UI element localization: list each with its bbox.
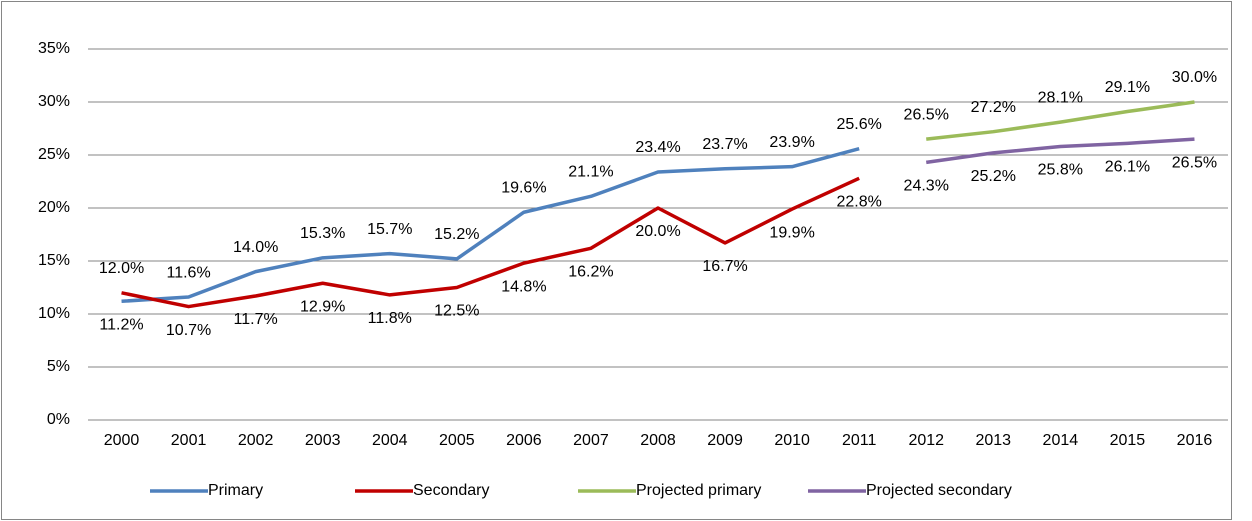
data-label: 12.5% [434,303,479,320]
x-tick-label: 2010 [774,432,810,449]
data-label: 19.6% [501,179,546,196]
y-tick-label: 25% [38,146,70,163]
y-tick-label: 10% [38,305,70,322]
x-tick-label: 2013 [975,432,1011,449]
y-tick-label: 30% [38,93,70,110]
data-label: 12.0% [99,260,144,277]
x-tick-label: 2000 [104,432,140,449]
x-tick-label: 2004 [372,432,408,449]
x-tick-label: 2005 [439,432,475,449]
data-label: 21.1% [568,164,613,181]
x-tick-label: 2007 [573,432,609,449]
data-label: 16.2% [568,263,613,280]
data-label: 22.8% [836,194,881,211]
data-label: 29.1% [1105,79,1150,96]
series-line [121,176,860,309]
x-tick-label: 2002 [238,432,274,449]
x-tick-label: 2014 [1043,432,1079,449]
data-label: 27.2% [971,99,1016,116]
y-tick-label: 35% [38,40,70,57]
y-tick-label: 20% [38,199,70,216]
x-tick-label: 2015 [1110,432,1146,449]
legend-label: Secondary [413,482,490,499]
x-tick-label: 2011 [842,432,877,449]
data-label: 24.3% [904,178,949,195]
data-label: 23.7% [702,136,747,153]
data-label: 12.9% [300,298,345,315]
data-label: 16.7% [702,258,747,275]
data-label: 15.3% [300,225,345,242]
data-label: 11.2% [99,316,143,333]
legend-label: Projected primary [636,482,761,499]
data-label: 15.7% [367,221,412,238]
data-label: 14.8% [501,278,546,295]
data-label: 19.9% [769,224,814,241]
legend-label: Primary [208,482,263,499]
series-line [925,137,1195,165]
data-label: 11.8% [368,310,412,327]
x-tick-label: 2012 [908,432,944,449]
data-label: 28.1% [1038,89,1083,106]
data-label: 25.6% [836,116,881,133]
x-tick-label: 2006 [506,432,542,449]
x-tick-label: 2009 [707,432,743,449]
data-label: 25.8% [1038,162,1083,179]
data-label: 26.5% [1172,154,1217,171]
data-label: 11.6% [166,264,210,281]
data-label: 20.0% [635,223,680,240]
data-label: 23.9% [769,134,814,151]
data-label: 25.2% [971,168,1016,185]
data-label: 14.0% [233,239,278,256]
series-line [121,146,860,304]
data-label: 15.2% [434,226,479,243]
x-tick-label: 2008 [640,432,676,449]
data-label: 30.0% [1172,69,1217,86]
x-tick-label: 2016 [1177,432,1213,449]
series-line [926,100,1195,141]
legend-label: Projected secondary [866,482,1012,499]
y-tick-label: 15% [38,252,70,269]
data-label: 26.5% [904,106,949,123]
data-label: 10.7% [166,322,211,339]
x-tick-label: 2003 [305,432,341,449]
data-label: 11.7% [234,311,278,328]
y-tick-label: 5% [47,358,70,375]
x-tick-label: 2001 [171,432,207,449]
y-tick-label: 0% [47,411,70,428]
data-label: 23.4% [635,139,680,156]
data-label: 26.1% [1105,159,1150,176]
